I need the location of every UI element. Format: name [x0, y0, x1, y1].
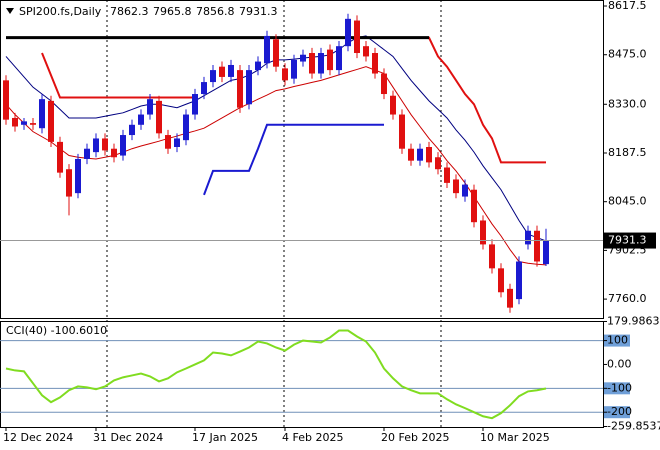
level-label-box — [604, 406, 630, 419]
y-tick-label: 8617.5 — [608, 0, 647, 12]
candle-body — [93, 138, 99, 153]
candle-body — [210, 70, 216, 83]
candle-body — [75, 158, 81, 194]
indicator-line — [5, 329, 547, 420]
x-tick-label: 10 Mar 2025 — [480, 431, 550, 444]
ohlc-open: 7862.3 — [110, 5, 149, 18]
candle-body — [300, 54, 306, 62]
candle-body — [408, 148, 414, 161]
candle-body — [345, 18, 351, 47]
candle-body — [201, 82, 207, 95]
main-frame — [0, 0, 604, 319]
candle-body — [543, 240, 549, 265]
candle-body — [444, 167, 450, 183]
indicator-tick-label: -100 — [607, 381, 632, 394]
candle-body — [219, 66, 225, 77]
candle-body — [318, 53, 324, 74]
candle-body — [156, 100, 162, 134]
symbol-icon — [6, 8, 14, 14]
candle-body — [363, 46, 369, 57]
overlay-line — [203, 123, 384, 196]
candle-body — [480, 220, 486, 245]
candle-body — [84, 148, 90, 159]
level-label-box — [604, 334, 630, 347]
chart-title: SPI200.fs,Daily — [19, 5, 102, 18]
candle-body — [183, 114, 189, 141]
candle-body — [120, 135, 126, 156]
y-tick-label: 8187.5 — [608, 146, 647, 159]
x-tick-label: 4 Feb 2025 — [282, 431, 343, 444]
y-tick-label: 8330.0 — [608, 97, 647, 110]
candle-body — [192, 94, 198, 115]
candle-body — [471, 189, 477, 223]
candle-body — [435, 157, 441, 170]
candle-body — [39, 99, 45, 129]
y-tick-label: 8045.0 — [608, 195, 647, 208]
ohlc-close: 7931.3 — [239, 5, 278, 18]
candle-body — [534, 230, 540, 262]
candle-body — [336, 46, 342, 71]
candle-body — [21, 121, 27, 125]
overlay-line — [41, 52, 195, 99]
candle-body — [516, 261, 522, 300]
candle-body — [12, 117, 18, 127]
candle-body — [147, 99, 153, 115]
candle-body — [228, 64, 234, 77]
candle-body — [129, 124, 135, 136]
candle-body — [354, 20, 360, 54]
candle-body — [48, 100, 54, 142]
candle-body — [138, 114, 144, 125]
candle-body — [237, 70, 243, 108]
ohlc-low: 7856.8 — [196, 5, 235, 18]
candle-body — [57, 141, 63, 173]
candle-body — [291, 59, 297, 79]
last-price-label: 7931.3 — [608, 234, 647, 247]
candle-body — [498, 268, 504, 293]
candle-body — [372, 53, 378, 74]
y-tick-label: 8475.0 — [608, 48, 647, 61]
last-price-box — [604, 232, 656, 249]
candle-body — [282, 68, 288, 81]
x-tick-label: 20 Feb 2025 — [381, 431, 449, 444]
candle-body — [174, 138, 180, 148]
indicator-tick-label: -259.8537 — [607, 419, 660, 432]
level-label-box — [604, 382, 630, 395]
candle-body — [426, 147, 432, 163]
candle-body — [30, 123, 36, 125]
indicator-tick-label: 179.9863 — [607, 314, 660, 327]
candle-body — [246, 70, 252, 105]
y-tick-label: 7760.0 — [608, 292, 647, 305]
candle-body — [264, 35, 270, 64]
candle-body — [3, 80, 9, 120]
indicator-label: CCI(40) -100.6010 — [6, 324, 107, 337]
candle-body — [381, 73, 387, 95]
x-tick-label: 31 Dec 2024 — [93, 431, 163, 444]
indicator-frame — [0, 321, 604, 428]
candle-body — [327, 49, 333, 71]
candle-body — [399, 114, 405, 149]
indicator-tick-label: -200 — [607, 405, 632, 418]
candle-body — [417, 148, 423, 161]
candle-body — [489, 244, 495, 269]
candle-body — [309, 53, 315, 74]
candle-body — [111, 148, 117, 158]
ohlc-high: 7965.8 — [153, 5, 192, 18]
candle-body — [66, 169, 72, 197]
candle-body — [507, 288, 513, 308]
candle-body — [525, 230, 531, 245]
x-tick-label: 17 Jan 2025 — [192, 431, 258, 444]
candle-body — [462, 184, 468, 197]
candle-body — [165, 135, 171, 149]
candle-body — [453, 179, 459, 194]
candle-body — [273, 39, 279, 67]
candle-body — [255, 61, 261, 71]
candle-body — [102, 138, 108, 151]
indicator-tick-label: 100 — [607, 334, 628, 347]
x-tick-label: 12 Dec 2024 — [3, 431, 73, 444]
indicator-tick-label: 0.00 — [607, 357, 632, 370]
candle-body — [390, 95, 396, 115]
overlay-line — [5, 66, 547, 266]
